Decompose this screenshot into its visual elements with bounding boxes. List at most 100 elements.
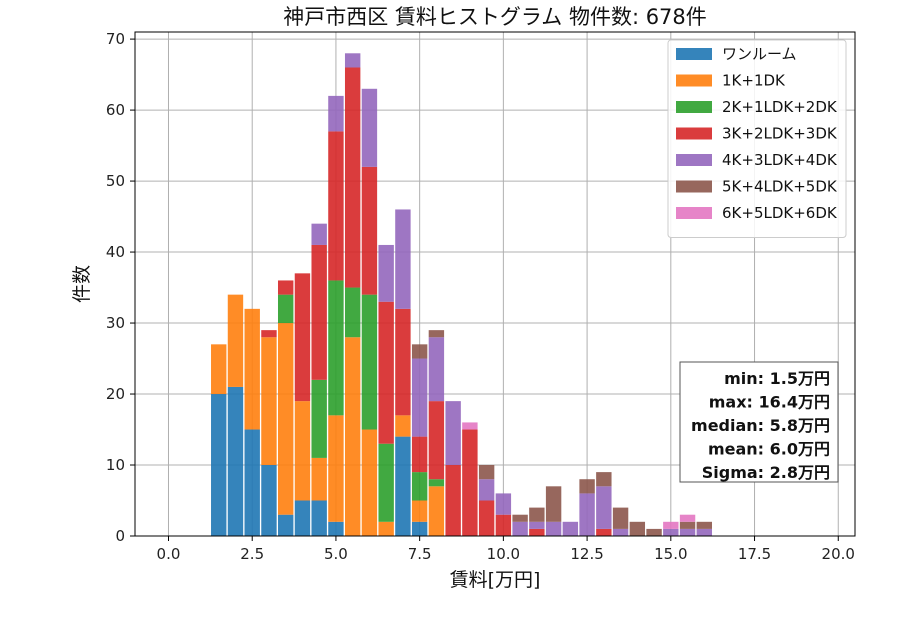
bar-segment bbox=[227, 294, 244, 387]
bar-segment bbox=[361, 429, 378, 536]
bar-segment bbox=[495, 493, 512, 515]
bar-segment bbox=[445, 465, 461, 536]
bar-segment bbox=[244, 308, 260, 430]
bar-segment bbox=[512, 521, 528, 536]
bar-segment bbox=[361, 88, 378, 167]
bar-segment bbox=[411, 472, 428, 501]
bar-segment bbox=[428, 401, 445, 480]
bar-segment bbox=[277, 294, 294, 324]
legend-label: 2K+1LDK+2DK bbox=[722, 98, 838, 116]
x-tick-label: 12.5 bbox=[570, 545, 603, 563]
legend-swatch bbox=[676, 48, 712, 60]
bar-segment bbox=[646, 528, 662, 536]
bar-segment bbox=[294, 273, 311, 402]
bar-segment bbox=[344, 337, 361, 536]
bar-segment bbox=[696, 528, 713, 536]
bar-segment bbox=[378, 521, 394, 536]
bar-segment bbox=[211, 394, 227, 536]
bar-segment bbox=[311, 223, 327, 245]
x-tick-label: 0.0 bbox=[157, 545, 181, 563]
stats-line: max: 16.4万円 bbox=[709, 393, 830, 412]
bar-segment bbox=[411, 358, 428, 437]
bar-segment bbox=[328, 280, 344, 416]
x-tick-label: 17.5 bbox=[738, 545, 771, 563]
bar-segment bbox=[311, 379, 327, 458]
bar-segment bbox=[344, 287, 361, 338]
stats-box-frame bbox=[679, 361, 839, 483]
bar-segment bbox=[428, 337, 445, 402]
bar-segment bbox=[679, 514, 696, 522]
bar-segment bbox=[579, 479, 595, 494]
legend-label: 5K+4LDK+5DK bbox=[722, 178, 838, 196]
bar-segment bbox=[478, 479, 495, 501]
bar-segment bbox=[663, 521, 679, 529]
bar-segment bbox=[328, 521, 344, 536]
x-tick-label: 2.5 bbox=[240, 545, 264, 563]
bar-segment bbox=[495, 514, 512, 536]
bar-segment bbox=[411, 344, 428, 359]
legend: ワンルーム 1K+1DK 2K+1LDK+2DK 3K+2LDK+3DK 4K+3LDK… bbox=[667, 39, 847, 238]
legend-label: 6K+5LDK+6DK bbox=[722, 204, 838, 222]
stats-line: Sigma: 2.8万円 bbox=[702, 463, 830, 482]
bar-segment bbox=[562, 521, 579, 536]
bar-segment bbox=[428, 330, 445, 338]
legend-label: 4K+3LDK+4DK bbox=[722, 151, 838, 169]
bar-segment bbox=[579, 493, 595, 536]
x-tick-label: 10.0 bbox=[487, 545, 520, 563]
bar-segment bbox=[445, 401, 461, 466]
bar-segment bbox=[294, 401, 311, 501]
bar-segment bbox=[679, 528, 696, 536]
bar-segment bbox=[378, 301, 394, 444]
bar-segment bbox=[328, 415, 344, 522]
y-axis-label: 件数 bbox=[71, 265, 93, 303]
bar-segment bbox=[227, 386, 244, 536]
y-tick-label: 50 bbox=[106, 172, 125, 190]
bar-segment bbox=[411, 521, 428, 536]
y-tick-label: 40 bbox=[106, 243, 125, 261]
y-tick-label: 20 bbox=[106, 385, 125, 403]
bar-segment bbox=[395, 209, 411, 309]
stats-line: mean: 6.0万円 bbox=[708, 440, 830, 459]
x-tick-label: 20.0 bbox=[822, 545, 855, 563]
bar-segment bbox=[311, 244, 327, 380]
bar-segment bbox=[545, 486, 562, 522]
legend-swatch bbox=[676, 127, 712, 140]
legend-label: ワンルーム bbox=[722, 45, 797, 63]
bar-segment bbox=[679, 521, 696, 529]
bar-segment bbox=[596, 528, 612, 536]
bar-segment bbox=[277, 323, 294, 515]
x-tick-label: 7.5 bbox=[408, 545, 432, 563]
y-tick-label: 60 bbox=[106, 101, 125, 119]
ticks: 0.0 2.5 5.0 7.5 10.0 12.5 15.0 17.5 20.0 0 10 20 30 4… bbox=[106, 30, 855, 563]
bar-segment bbox=[395, 436, 411, 536]
bar-segment bbox=[629, 521, 646, 536]
bar-segment bbox=[512, 514, 528, 522]
bar-segment bbox=[395, 415, 411, 437]
bar-segment bbox=[395, 308, 411, 416]
bar-segment bbox=[612, 528, 629, 536]
bar-segment bbox=[277, 280, 294, 295]
bar-segment bbox=[211, 344, 227, 395]
legend-swatch bbox=[676, 180, 712, 193]
bar-segment bbox=[261, 465, 277, 536]
bar-segment bbox=[244, 429, 260, 536]
stats-box: min: 1.5万円 max: 16.4万円 median: 5.8万円 mean: … bbox=[679, 361, 839, 483]
stats-line: min: 1.5万円 bbox=[724, 369, 830, 388]
legend-swatch bbox=[676, 101, 712, 113]
bar-segment bbox=[311, 457, 327, 501]
bar-segment bbox=[478, 465, 495, 480]
bar-segment bbox=[462, 422, 478, 430]
legend-swatch bbox=[676, 74, 712, 87]
bar-segment bbox=[529, 528, 545, 536]
legend-swatch bbox=[676, 154, 712, 166]
bar-segment bbox=[411, 500, 428, 522]
x-axis-label: 賃料[万円] bbox=[450, 569, 541, 591]
bar-segment bbox=[612, 507, 629, 529]
bar-segment bbox=[529, 521, 545, 529]
bar-segment bbox=[462, 429, 478, 536]
bar-segment bbox=[428, 486, 445, 536]
chart-title: 神戸市西区 賃料ヒストグラム 物件数: 678件 bbox=[283, 5, 707, 29]
bar-segment bbox=[663, 528, 679, 536]
